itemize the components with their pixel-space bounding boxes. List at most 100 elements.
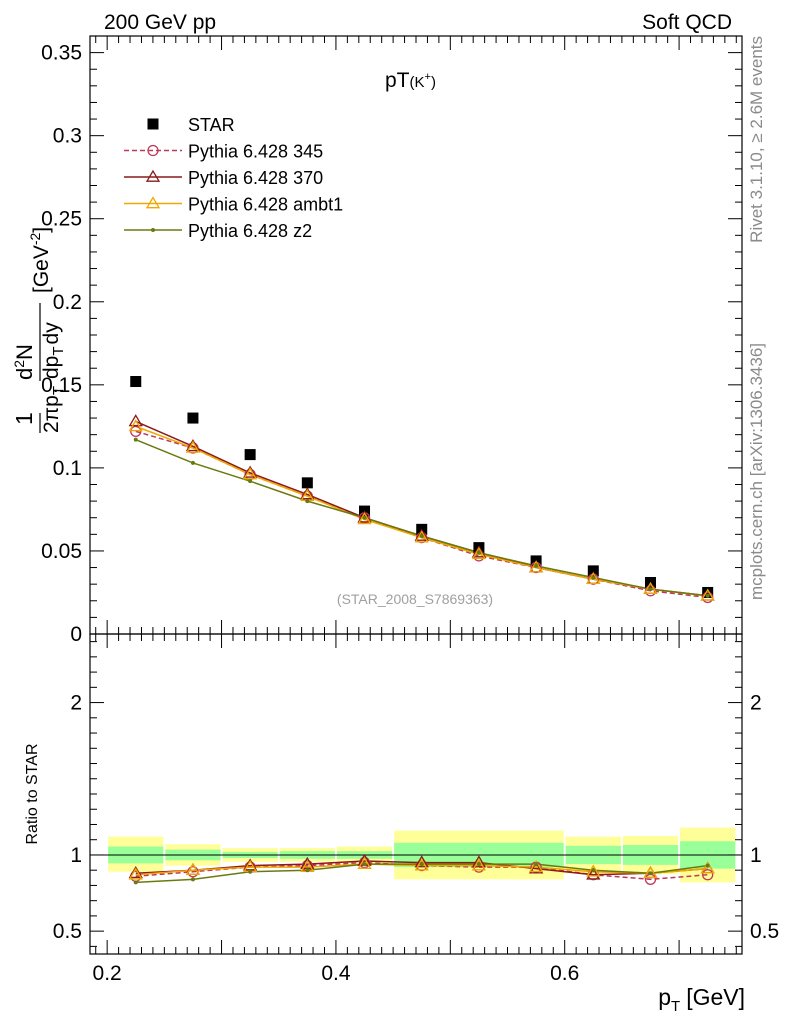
- ratio-point-3-0: [133, 880, 138, 885]
- ratio-point-0-10: [702, 869, 714, 881]
- ratio-point-2-4: [357, 856, 372, 869]
- mc-point-4-8: [591, 575, 596, 580]
- mc-point-3-6: [471, 546, 487, 560]
- svg-text:dpTdy: dpTdy: [40, 322, 67, 379]
- series-line-4: [135, 438, 708, 597]
- ratio-point-3-6: [476, 862, 481, 867]
- ratio-point-2-5: [414, 858, 429, 871]
- mc-point-3-10: [700, 588, 715, 601]
- ratio-y-tick-label-right: 2: [750, 692, 762, 715]
- data-point-0-1: [187, 412, 199, 424]
- main-y-axis: 0 0.05 0.1 0.15 0.2 0.25 0.3 0.35: [41, 42, 742, 646]
- svg-text:1: 1: [11, 412, 37, 425]
- mcplots-reference-label: mcplots.cern.ch [arXiv:1306.3436]: [747, 343, 766, 600]
- ratio-point-3-3: [305, 868, 310, 873]
- mc-point-2-5: [414, 528, 429, 541]
- legend-label-1: Pythia 6.428 345: [188, 142, 323, 162]
- legend-marker-0: [147, 118, 159, 130]
- main-x-ticks: [95, 36, 737, 634]
- y-tick-label: 0: [70, 623, 82, 646]
- mc-point-4-7: [534, 563, 539, 568]
- ratio-point-2-9: [643, 865, 658, 879]
- x-tick-label: 0.6: [550, 962, 579, 985]
- mc-point-4-3: [305, 499, 310, 504]
- mc-point-4-1: [190, 460, 195, 465]
- ratio-y-tick-label: 0.5: [53, 920, 82, 943]
- ratio-point-1-6: [471, 855, 487, 868]
- mc-point-2-3: [300, 487, 315, 500]
- mc-point-2-4: [357, 510, 372, 523]
- mc-point-3-5: [414, 530, 429, 543]
- ratio-plot-frame: [89, 633, 743, 955]
- main-y-label: 1 2πpT d2N dpTdy [GeV-2]: [11, 227, 67, 433]
- y-tick-label: 0.3: [53, 125, 82, 148]
- data-point-0-0: [130, 376, 142, 388]
- mc-point-3-8: [586, 571, 601, 585]
- ratio-series-layer: [128, 853, 715, 885]
- mc-point-3-1: [185, 440, 201, 453]
- main-series-layer: [128, 376, 715, 604]
- ratio-x-axis: 0.2 0.4 0.6: [93, 634, 737, 985]
- ratio-point-1-7: [528, 861, 544, 874]
- ratio-y-tick-label-right: 0.5: [750, 920, 779, 943]
- legend: STAR Pythia 6.428 345 Pythia 6.428 370 Pyth…: [124, 115, 343, 241]
- legend-label-2: Pythia 6.428 370: [188, 168, 323, 188]
- mc-point-3-9: [643, 581, 658, 594]
- mc-point-4-2: [248, 479, 253, 484]
- series-line-2: [135, 420, 708, 597]
- svg-text:d2N: d2N: [11, 344, 37, 380]
- ratio-point-3-7: [534, 862, 539, 867]
- x-axis-label: pT [GeV]: [658, 984, 745, 1015]
- ratio-point-2-1: [185, 862, 201, 876]
- y-tick-label: 0.05: [41, 540, 82, 563]
- main-title: pT(K+): [385, 69, 436, 92]
- x-tick-label: 0.4: [321, 962, 351, 985]
- ratio-point-2-6: [471, 858, 487, 871]
- mc-point-2-1: [185, 439, 201, 452]
- mc-point-4-9: [648, 587, 653, 592]
- y-tick-label: 0.25: [41, 208, 82, 231]
- mc-point-3-0: [128, 419, 143, 432]
- header-right: Soft QCD: [642, 11, 732, 34]
- ratio-point-3-9: [648, 871, 653, 876]
- header-left: 200 GeV pp: [104, 11, 216, 34]
- y-tick-label: 0.2: [53, 291, 82, 314]
- ratio-point-3-1: [190, 877, 195, 882]
- ratio-point-3-5: [419, 862, 424, 867]
- series-line-3: [135, 425, 708, 597]
- ratio-y-label: Ratio to STAR: [24, 743, 41, 844]
- mc-point-4-0: [133, 437, 138, 442]
- y-tick-label: 0.15: [41, 374, 82, 397]
- ratio-point-1-5: [414, 855, 429, 868]
- mc-point-2-2: [243, 465, 258, 478]
- legend-label-4: Pythia 6.428 z2: [188, 221, 312, 241]
- legend-label-3: Pythia 6.428 ambt1: [188, 195, 343, 215]
- ratio-y-tick-label: 1: [70, 844, 82, 867]
- ratio-point-2-8: [586, 864, 601, 877]
- mc-point-2-0: [128, 414, 143, 427]
- svg-text:2πpT: 2πpT: [40, 386, 67, 433]
- data-point-0-3: [301, 477, 313, 489]
- legend-label-0: STAR: [188, 115, 235, 135]
- ratio-y-tick-label: 2: [70, 692, 82, 715]
- mc-point-2-6: [471, 545, 487, 558]
- rivet-version-label: Rivet 3.1.10, ≥ 2.6M events: [747, 36, 766, 243]
- data-point-0-8: [587, 565, 599, 577]
- analysis-watermark: (STAR_2008_S7869363): [337, 591, 493, 607]
- data-point-0-2: [244, 449, 256, 461]
- legend-marker-4: [151, 228, 155, 232]
- ratio-point-1-0: [128, 865, 143, 879]
- ratio-point-2-10: [700, 861, 715, 874]
- ratio-point-1-8: [586, 867, 601, 880]
- ratio-point-3-4: [362, 862, 367, 867]
- mc-point-4-4: [362, 515, 367, 520]
- x-tick-label: 0.2: [93, 962, 122, 985]
- legend-marker-3: [145, 196, 161, 209]
- mc-point-3-4: [357, 512, 372, 525]
- series-line-1: [135, 430, 708, 599]
- ratio-point-3-8: [591, 868, 596, 873]
- ratio-point-2-0: [128, 867, 143, 880]
- y-tick-label: 0.1: [53, 457, 82, 480]
- mc-point-4-10: [705, 593, 710, 598]
- mc-point-4-6: [476, 550, 481, 555]
